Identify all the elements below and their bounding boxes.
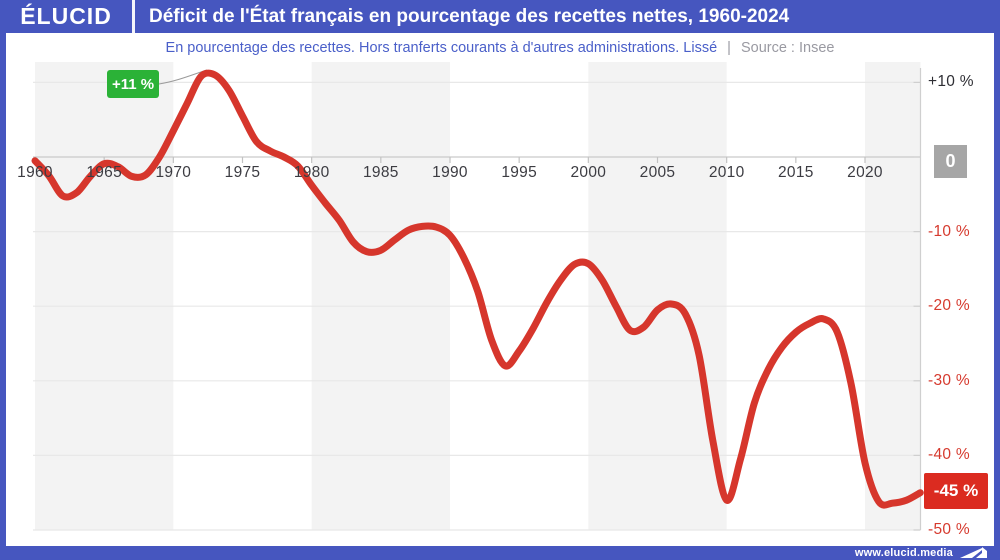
decade-band [865,62,921,530]
x-tick-label: 2020 [847,164,883,181]
x-tick-label: 2000 [570,164,607,181]
deficit-line [31,69,924,509]
y-tick-label: -30 % [928,371,970,389]
x-tick-label: 1965 [86,164,122,181]
x-tick-label: 2010 [708,164,745,181]
y-tick-label: -20 % [928,297,970,315]
x-tick-label: 2005 [639,164,676,181]
end-value-badge: -45 % [924,473,988,509]
subtitle: En pourcentage des recettes. Hors tranfe… [6,33,994,62]
x-tick-label: 1990 [432,164,468,181]
subtitle-separator: | [727,39,731,56]
zero-axis-box: 0 [934,145,967,178]
page-title: Déficit de l'État français en pourcentag… [149,5,790,27]
y-tick-label: -40 % [928,446,970,464]
decade-band [35,62,174,530]
decade-band [311,62,450,530]
elucid-logo: ÉLUCID [20,3,112,29]
elucid-flag-icon [960,547,987,558]
peak-value-badge: +11 % [107,70,159,98]
x-tick-label: 1960 [17,164,53,181]
subtitle-source: Source : Insee [740,39,835,56]
x-tick-label: 1975 [224,164,261,181]
y-tick-label: +10 % [928,73,974,91]
x-tick-label: 1980 [293,164,330,181]
footer-bar: www.elucid.media [0,546,1000,560]
x-tick-label: 2015 [777,164,814,181]
header-bar: ÉLUCID Déficit de l'État français en pou… [0,0,1000,33]
y-tick-label: -50 % [928,521,970,538]
x-tick-label: 1995 [501,164,537,181]
x-tick-label: 1970 [155,164,192,181]
y-tick-label: -10 % [928,222,970,240]
x-tick-label: 1985 [362,164,399,181]
subtitle-description: En pourcentage des recettes. Hors tranfe… [165,39,718,56]
footer-url: www.elucid.media [854,547,953,559]
header-divider [132,0,135,33]
